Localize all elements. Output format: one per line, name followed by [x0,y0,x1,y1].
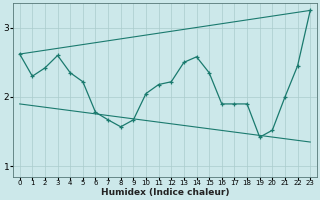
X-axis label: Humidex (Indice chaleur): Humidex (Indice chaleur) [101,188,229,197]
